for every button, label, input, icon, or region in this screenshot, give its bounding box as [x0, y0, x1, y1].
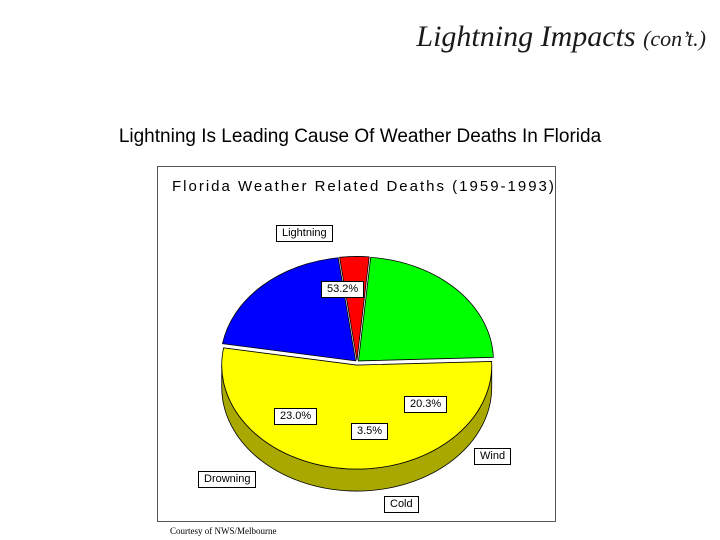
slice-value-label-lightning: 53.2% — [321, 281, 365, 298]
slice-name-label-lightning: Lightning — [276, 225, 333, 242]
slide-title: Lightning Impacts (con’t.) — [416, 20, 706, 54]
pie-slice-wind — [221, 257, 357, 362]
slide-subtitle: Lightning Is Leading Cause Of Weather De… — [118, 126, 602, 147]
pie-chart — [221, 256, 494, 492]
slice-value-label-drowning: 23.0% — [274, 408, 318, 425]
pie-slice-lightning — [221, 347, 493, 470]
courtesy-credit: Courtesy of NWS/Melbourne — [170, 526, 277, 536]
pie-slice-drowning — [358, 256, 494, 362]
slide-title-suffix: (con’t.) — [643, 26, 706, 51]
slice-name-label-drowning: Drowning — [198, 471, 257, 488]
slice-name-label-cold: Cold — [384, 496, 419, 513]
chart-title: Florida Weather Related Deaths (1959-199… — [172, 178, 556, 195]
slice-name-label-wind: Wind — [474, 448, 512, 465]
slide-title-main: Lightning Impacts — [416, 20, 636, 53]
slice-value-label-wind: 20.3% — [404, 396, 448, 413]
chart-frame: Florida Weather Related Deaths (1959-199… — [157, 166, 556, 522]
slice-value-label-cold: 3.5% — [351, 423, 389, 440]
